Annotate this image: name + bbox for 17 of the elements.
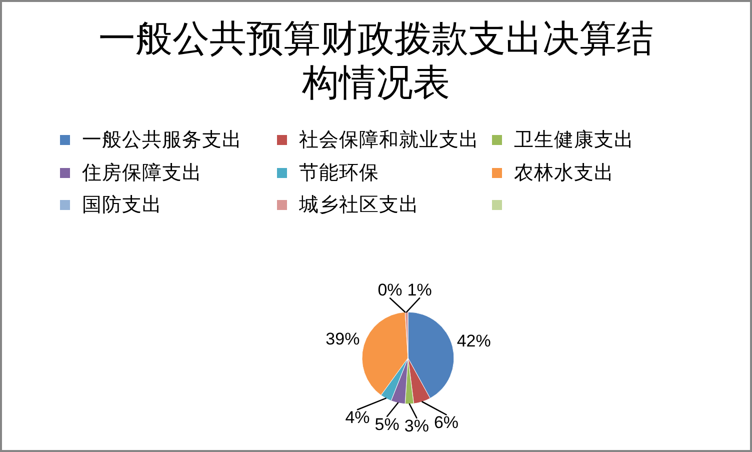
data-label: 42% [456, 332, 491, 351]
legend-label: 一般公共服务支出 [82, 128, 242, 152]
data-label: 5% [374, 414, 400, 434]
legend-label: 节能环保 [299, 160, 379, 184]
legend-label: 卫生健康支出 [514, 128, 634, 152]
data-label: 3% [404, 416, 429, 436]
data-label: 1% [407, 280, 432, 300]
legend-label: 农林水支出 [514, 160, 614, 184]
data-label: 6% [434, 413, 459, 432]
chart-title: 一般公共预算财政拨款支出决算结构情况表 [98, 18, 654, 106]
data-label: 39% [326, 330, 360, 349]
legend-label: 社会保障和就业支出 [299, 128, 479, 152]
legend-label: 住房保障支出 [82, 160, 202, 184]
data-label: 0% [378, 280, 402, 300]
data-label: 4% [345, 408, 370, 428]
legend-label: 城乡社区支出 [299, 193, 419, 217]
legend-label: 国防支出 [82, 193, 162, 217]
